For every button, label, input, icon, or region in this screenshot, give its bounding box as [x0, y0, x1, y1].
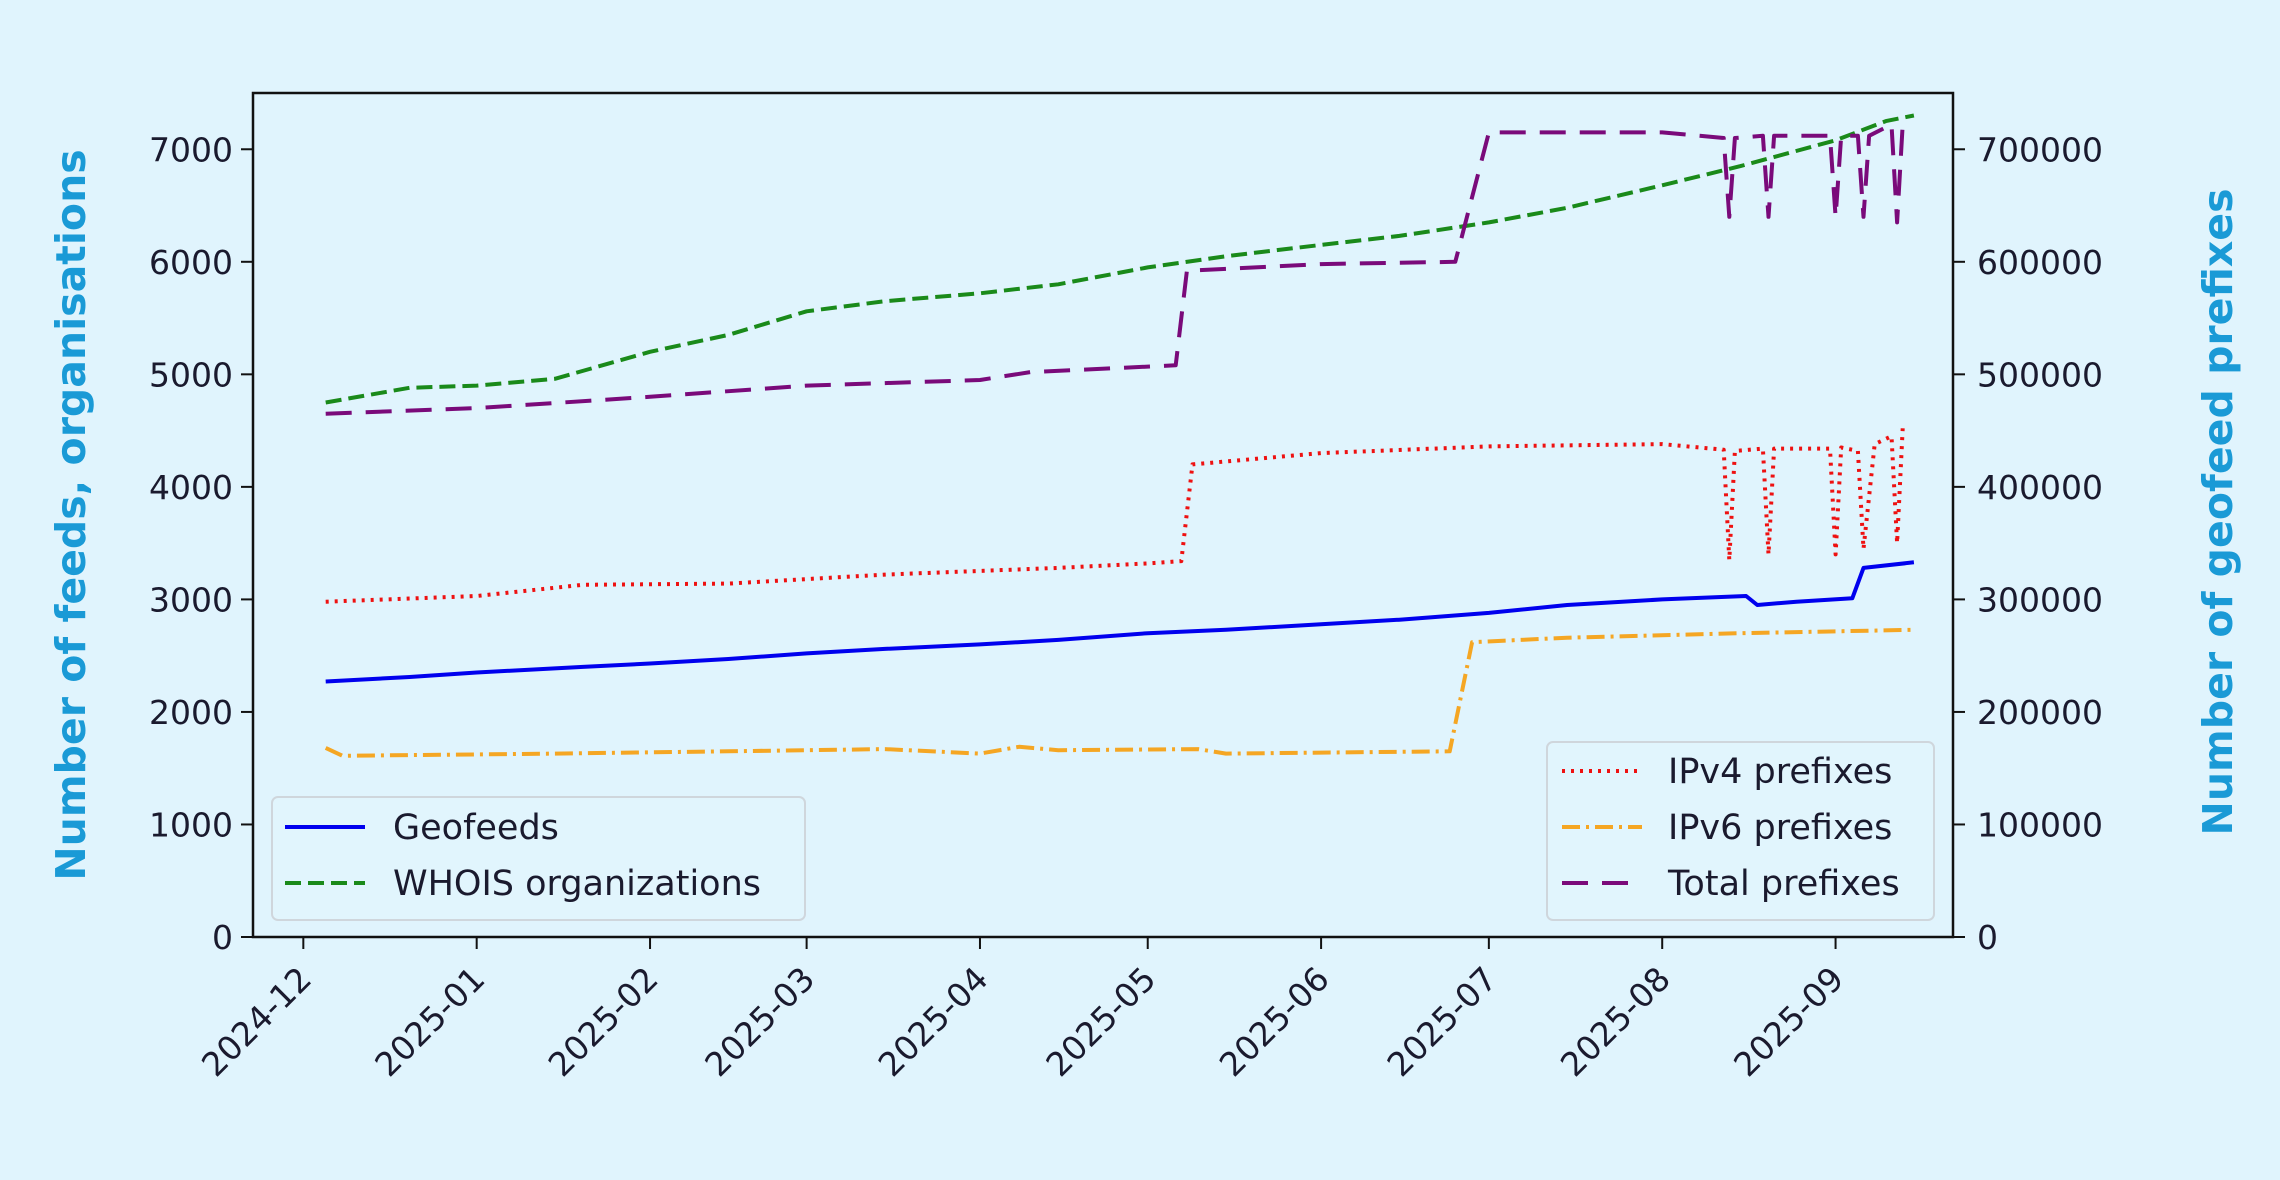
legend-whois-label: WHOIS organizations [393, 864, 761, 904]
x-tick-label: 2025-06 [1212, 959, 1337, 1084]
series-line-geofeeds [325, 560, 1915, 684]
x-tick-label: 2025-07 [1379, 959, 1504, 1084]
right-y-tick-label: 300000 [1977, 580, 2103, 619]
legend-left-box [271, 796, 806, 921]
series-line-ipv6-prefixes [324, 627, 1914, 758]
left-y-tick-label: 2000 [149, 693, 233, 732]
right-y-axis: 0 100000 200000 300000 400000 500000 600000 700… [1953, 130, 2103, 957]
right-y-tick-label: 500000 [1977, 355, 2103, 394]
x-tick-label: 2025-01 [367, 959, 492, 1084]
x-tick-label: 2025-09 [1726, 959, 1851, 1084]
x-tick-label: 2025-02 [541, 959, 666, 1084]
x-axis: 2024-12 2025-01 2025-02 2025-03 2025-04 2025-… [194, 937, 1851, 1084]
left-y-tick-label: 1000 [149, 805, 233, 844]
y-axis-title-left: Number of feeds, organisations [47, 149, 95, 880]
left-y-tick-label: 0 [212, 918, 233, 957]
right-y-tick-label: 600000 [1977, 243, 2103, 282]
right-y-tick-label: 100000 [1977, 805, 2103, 844]
legend-ipv4-label: IPv4 prefixes [1668, 752, 1892, 792]
right-y-tick-label: 200000 [1977, 693, 2103, 732]
series-line-whois-organizations [325, 113, 1915, 405]
left-y-tick-label: 6000 [149, 243, 233, 282]
legend-left: Geofeeds WHOIS organizations [271, 796, 806, 921]
right-y-tick-label: 0 [1977, 918, 1998, 957]
y-axis-title-right: Number of geofeed prefixes [2194, 189, 2242, 836]
left-y-axis: 0 1000 2000 3000 4000 5000 6000 7000 [149, 130, 253, 957]
left-y-tick-label: 5000 [149, 355, 233, 394]
x-tick-label: 2025-03 [697, 959, 822, 1084]
series-layer [324, 113, 1915, 758]
legend-right-box [1546, 741, 1935, 921]
left-y-tick-label: 4000 [149, 468, 233, 507]
legend-ipv6-label: IPv6 prefixes [1668, 808, 1892, 848]
x-tick-label: 2024-12 [194, 959, 319, 1084]
series-line-total-prefixes [325, 122, 1905, 416]
legend-total-label: Total prefixes [1667, 864, 1900, 904]
x-tick-label: 2025-04 [871, 959, 996, 1084]
left-y-tick-label: 7000 [149, 130, 233, 169]
left-y-tick-label: 3000 [149, 580, 233, 619]
right-y-tick-label: 400000 [1977, 468, 2103, 507]
legend-right: IPv4 prefixes IPv6 prefixes Total prefix… [1546, 741, 1935, 921]
legend-geofeeds-label: Geofeeds [393, 808, 559, 848]
x-tick-label: 2025-05 [1038, 959, 1163, 1084]
plot-frame [251, 91, 1955, 939]
series-line-ipv4-prefixes [325, 428, 1905, 604]
x-tick-label: 2025-08 [1553, 959, 1678, 1084]
right-y-tick-label: 700000 [1977, 130, 2103, 169]
